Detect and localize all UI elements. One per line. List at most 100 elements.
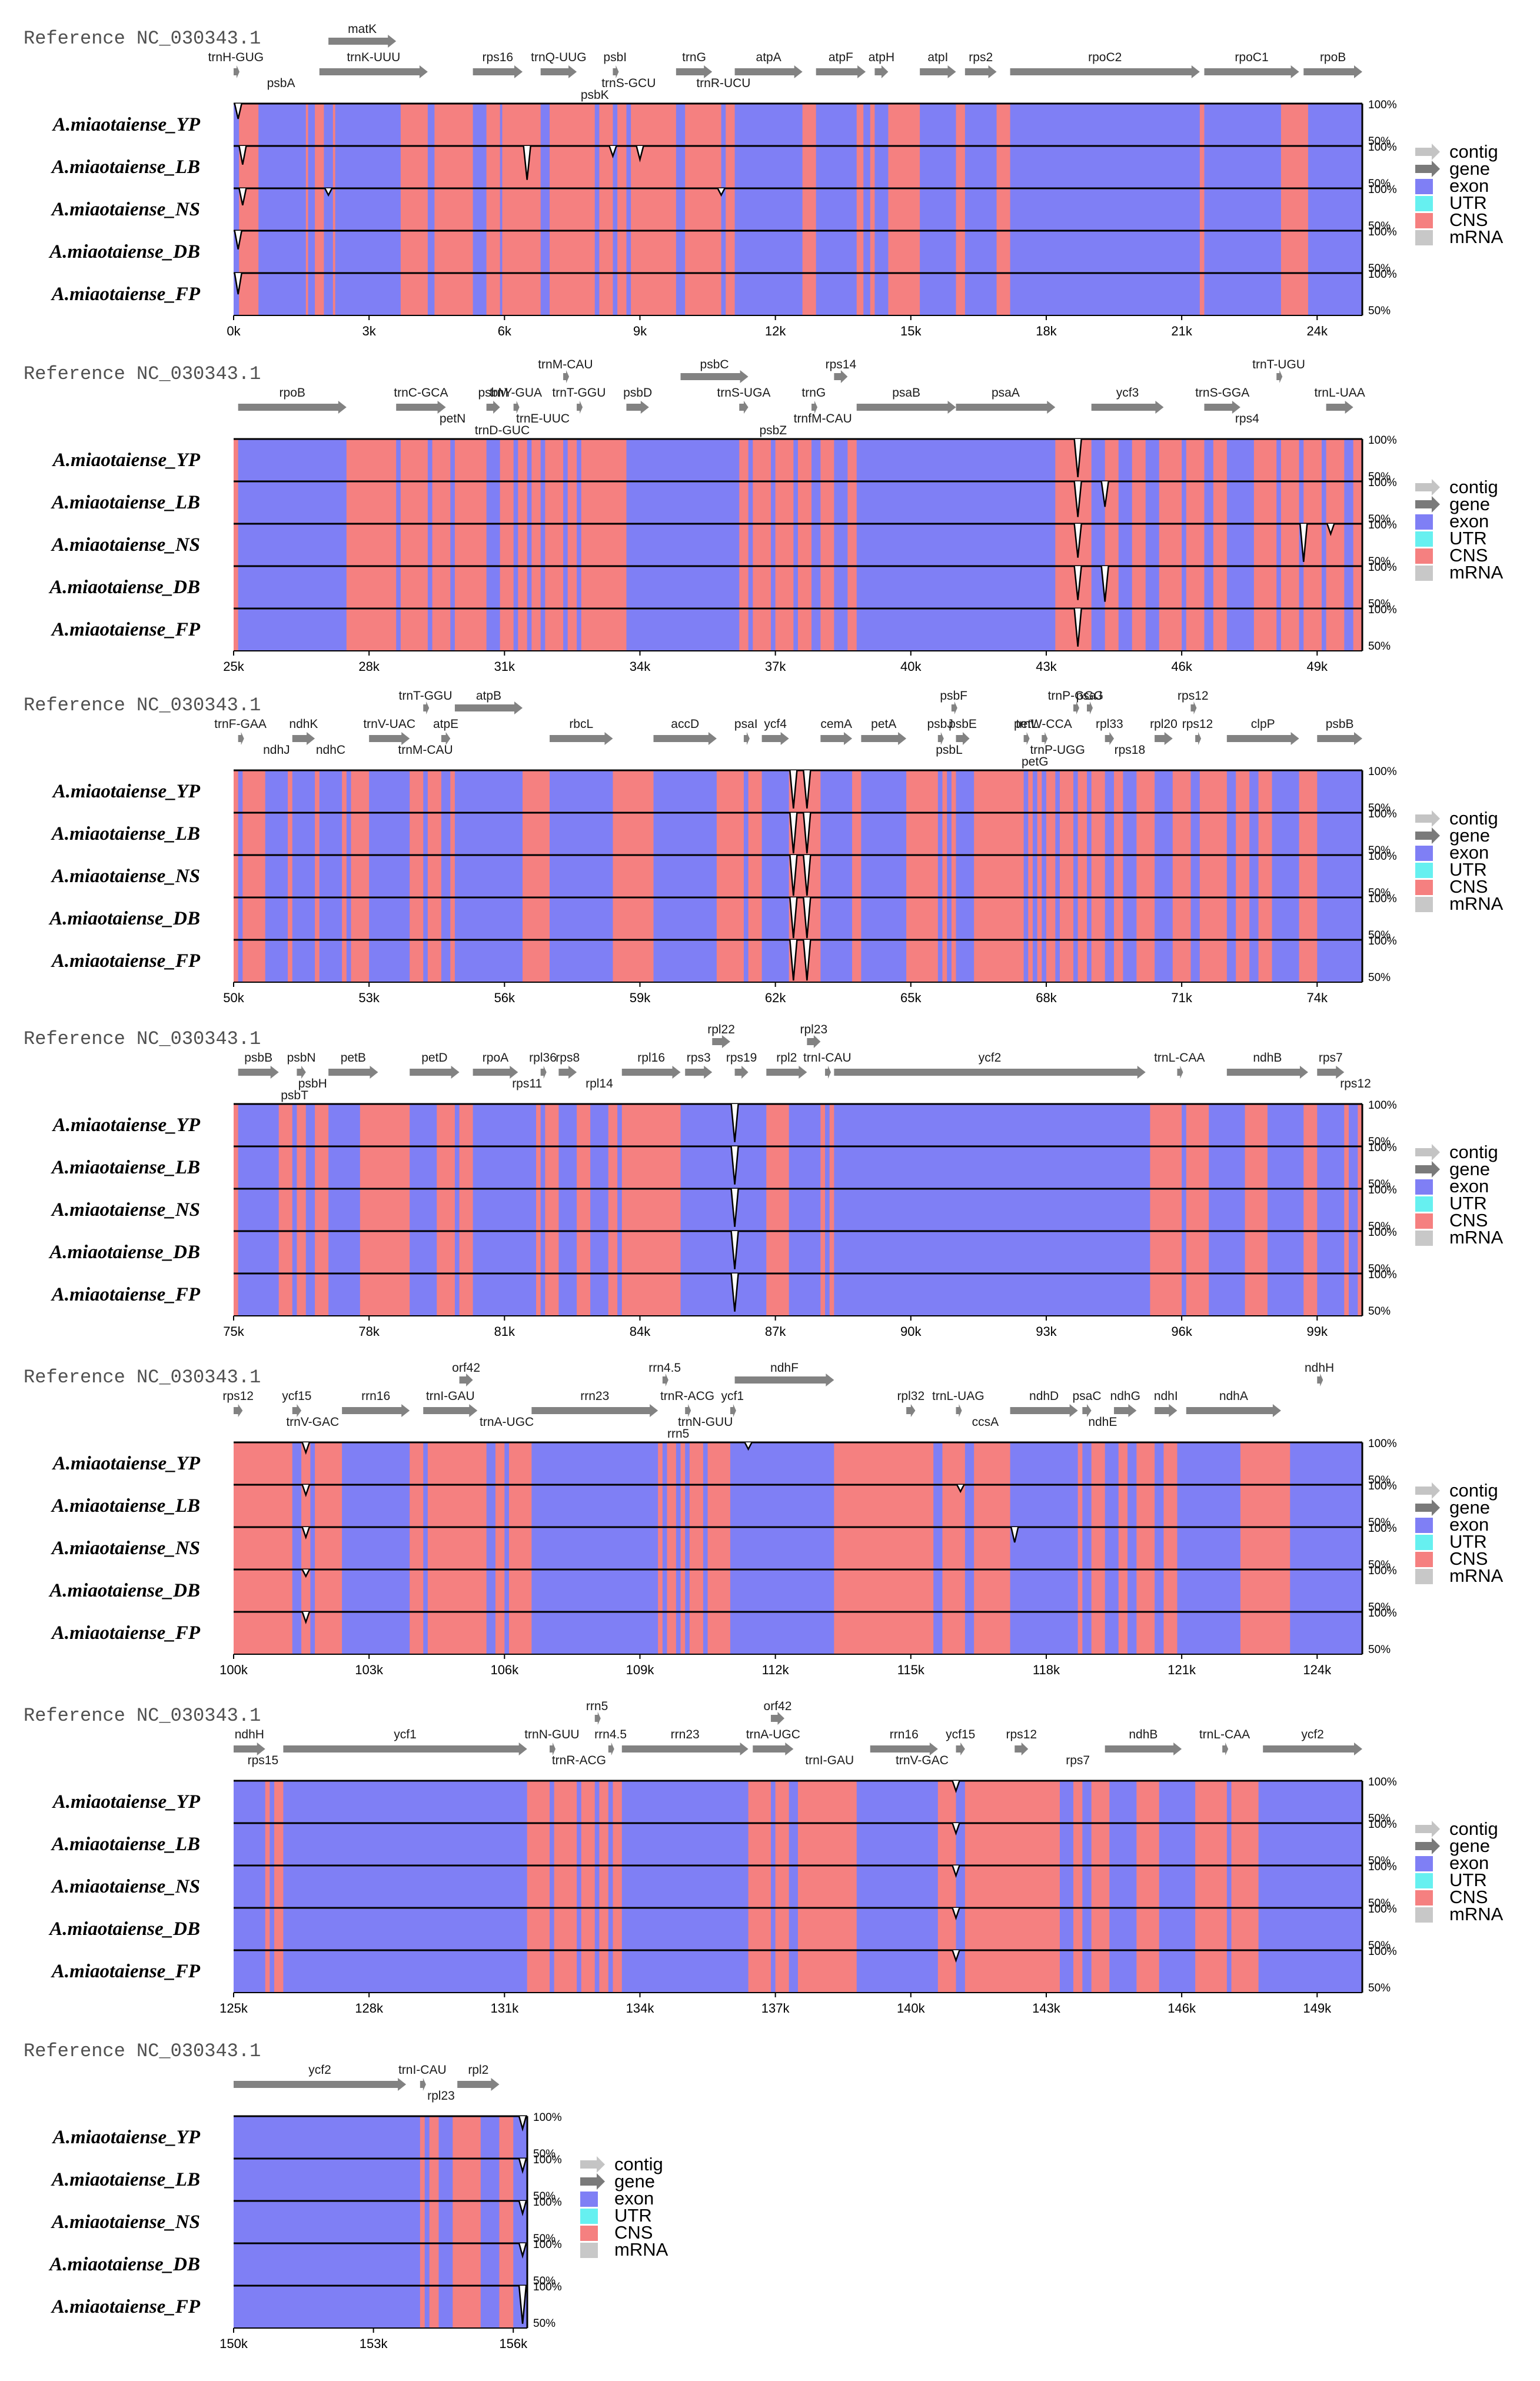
- gene-arrow: [770, 1712, 784, 1725]
- exon-region: [685, 1569, 690, 1612]
- exon-region: [626, 481, 740, 524]
- exon-region: [1023, 855, 1029, 897]
- exon-region: [1059, 1823, 1073, 1865]
- exon-region: [703, 1485, 708, 1527]
- exon-region: [234, 104, 240, 146]
- exon-region: [863, 104, 870, 146]
- exon-region: [540, 188, 550, 231]
- gene-label: rrn16: [890, 1728, 919, 1741]
- exon-region: [441, 770, 451, 813]
- gene-label: rpl36: [529, 1051, 557, 1065]
- exon-region: [621, 1781, 749, 1823]
- y-tick-label: 50%: [1368, 1855, 1391, 1867]
- exon-region: [270, 1781, 275, 1823]
- exon-region: [1082, 1612, 1092, 1654]
- gene-label: rps19: [726, 1051, 757, 1065]
- exon-region: [1249, 855, 1259, 897]
- legend-swatch: [1415, 1518, 1433, 1533]
- gene-arrow: [662, 1374, 668, 1386]
- gene-label: psbH: [298, 1077, 327, 1090]
- exon-region: [789, 1950, 798, 1993]
- identity-dip: [301, 1611, 310, 1625]
- exon-region: [1308, 104, 1362, 146]
- exon-region: [346, 855, 351, 897]
- exon-region: [1182, 481, 1186, 524]
- x-tick-label: 6k: [498, 324, 512, 338]
- gene-label: rpl33: [1096, 717, 1123, 731]
- exon-region: [292, 1485, 302, 1527]
- exon-region: [238, 608, 347, 651]
- sequence-label: A.miaotaiense_DB: [48, 1580, 200, 1601]
- x-tick-label: 53k: [358, 990, 380, 1005]
- gene-arrow: [685, 1066, 713, 1079]
- legend-label: UTR: [1449, 1193, 1487, 1213]
- gene-label: rpl23: [427, 2089, 455, 2103]
- identity-dip: [789, 897, 798, 939]
- exon-region: [617, 1146, 622, 1189]
- y-tick-label: 50%: [1368, 1644, 1391, 1656]
- legend-swatch: [1415, 566, 1433, 581]
- exon-region: [863, 188, 870, 231]
- gene-arrow: [328, 1066, 378, 1079]
- exon-region: [480, 2116, 500, 2159]
- x-tick-label: 25k: [223, 659, 244, 674]
- exon-region: [346, 770, 351, 813]
- gene-label: trnR-ACG: [552, 1754, 606, 1767]
- exon-region: [292, 1104, 297, 1146]
- y-tick-label: 100%: [1368, 268, 1397, 281]
- exon-region: [473, 1189, 537, 1231]
- x-tick-label: 28k: [358, 659, 380, 674]
- exon-region: [1105, 813, 1115, 855]
- exon-region: [473, 1231, 537, 1273]
- exon-region: [856, 1781, 938, 1823]
- exon-region: [685, 1485, 690, 1527]
- exon-region: [856, 481, 1056, 524]
- exon-region: [486, 1485, 495, 1527]
- exon-region: [310, 1485, 315, 1527]
- exon-region: [621, 1908, 749, 1950]
- exon-region: [1032, 897, 1037, 940]
- gene-label: ycf4: [764, 717, 787, 731]
- exon-region: [292, 1442, 302, 1485]
- exon-region: [1055, 770, 1060, 813]
- gene-arrow: [734, 1374, 834, 1386]
- legend-swatch: [1415, 863, 1433, 878]
- exon-region: [1226, 439, 1254, 481]
- gene-label: ndhB: [1129, 1728, 1158, 1741]
- exon-region: [292, 1146, 297, 1189]
- exon-region: [531, 1442, 658, 1485]
- x-tick-label: 9k: [633, 324, 647, 338]
- gene-label: psbJ: [927, 717, 953, 731]
- legend-swatch: [1415, 1179, 1433, 1195]
- exon-region: [920, 188, 956, 231]
- reference-label: Reference NC_030343.1: [24, 1366, 261, 1388]
- exon-region: [680, 1189, 767, 1231]
- exon-region: [558, 1189, 577, 1231]
- exon-region: [1317, 1104, 1345, 1146]
- sequence-label: A.miaotaiense_YP: [52, 1115, 201, 1136]
- exon-region: [310, 1527, 315, 1569]
- gene-arrow: [1195, 732, 1202, 745]
- exon-region: [270, 1823, 275, 1865]
- exon-region: [238, 1273, 279, 1316]
- exon-region: [1082, 1823, 1092, 1865]
- exon-region: [820, 770, 853, 813]
- gene-arrow: [238, 401, 347, 414]
- exon-region: [1226, 1908, 1232, 1950]
- gene-label: psaJ: [1076, 689, 1102, 703]
- sequence-label: A.miaotaiense_LB: [51, 1834, 200, 1855]
- gene-arrow: [238, 1066, 279, 1079]
- gene-label: trnS-UGA: [717, 386, 770, 400]
- exon-region: [1308, 188, 1362, 231]
- exon-region: [594, 1823, 600, 1865]
- exon-region: [438, 2286, 453, 2328]
- x-tick-label: 143k: [1032, 2001, 1061, 2016]
- gene-arrow: [712, 1035, 730, 1048]
- reference-label: Reference NC_030343.1: [24, 1028, 261, 1050]
- exon-region: [816, 188, 857, 231]
- exon-region: [283, 1908, 527, 1950]
- exon-region: [540, 104, 550, 146]
- exon-region: [500, 231, 503, 273]
- y-tick-label: 50%: [1368, 1517, 1391, 1529]
- exon-region: [789, 1231, 821, 1273]
